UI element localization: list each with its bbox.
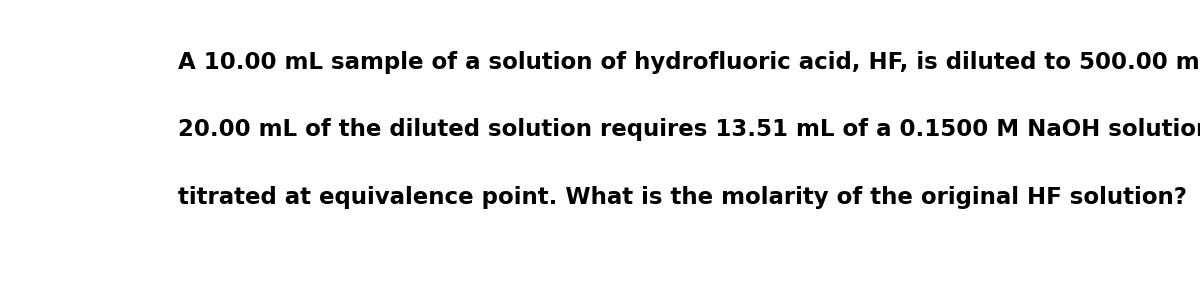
Text: 20.00 mL of the diluted solution requires 13.51 mL of a 0.1500 M NaOH solution t: 20.00 mL of the diluted solution require… [178,118,1200,141]
Text: A 10.00 mL sample of a solution of hydrofluoric acid, HF, is diluted to 500.00 m: A 10.00 mL sample of a solution of hydro… [178,51,1200,74]
Text: titrated at equivalence point. What is the molarity of the original HF solution?: titrated at equivalence point. What is t… [178,186,1187,209]
